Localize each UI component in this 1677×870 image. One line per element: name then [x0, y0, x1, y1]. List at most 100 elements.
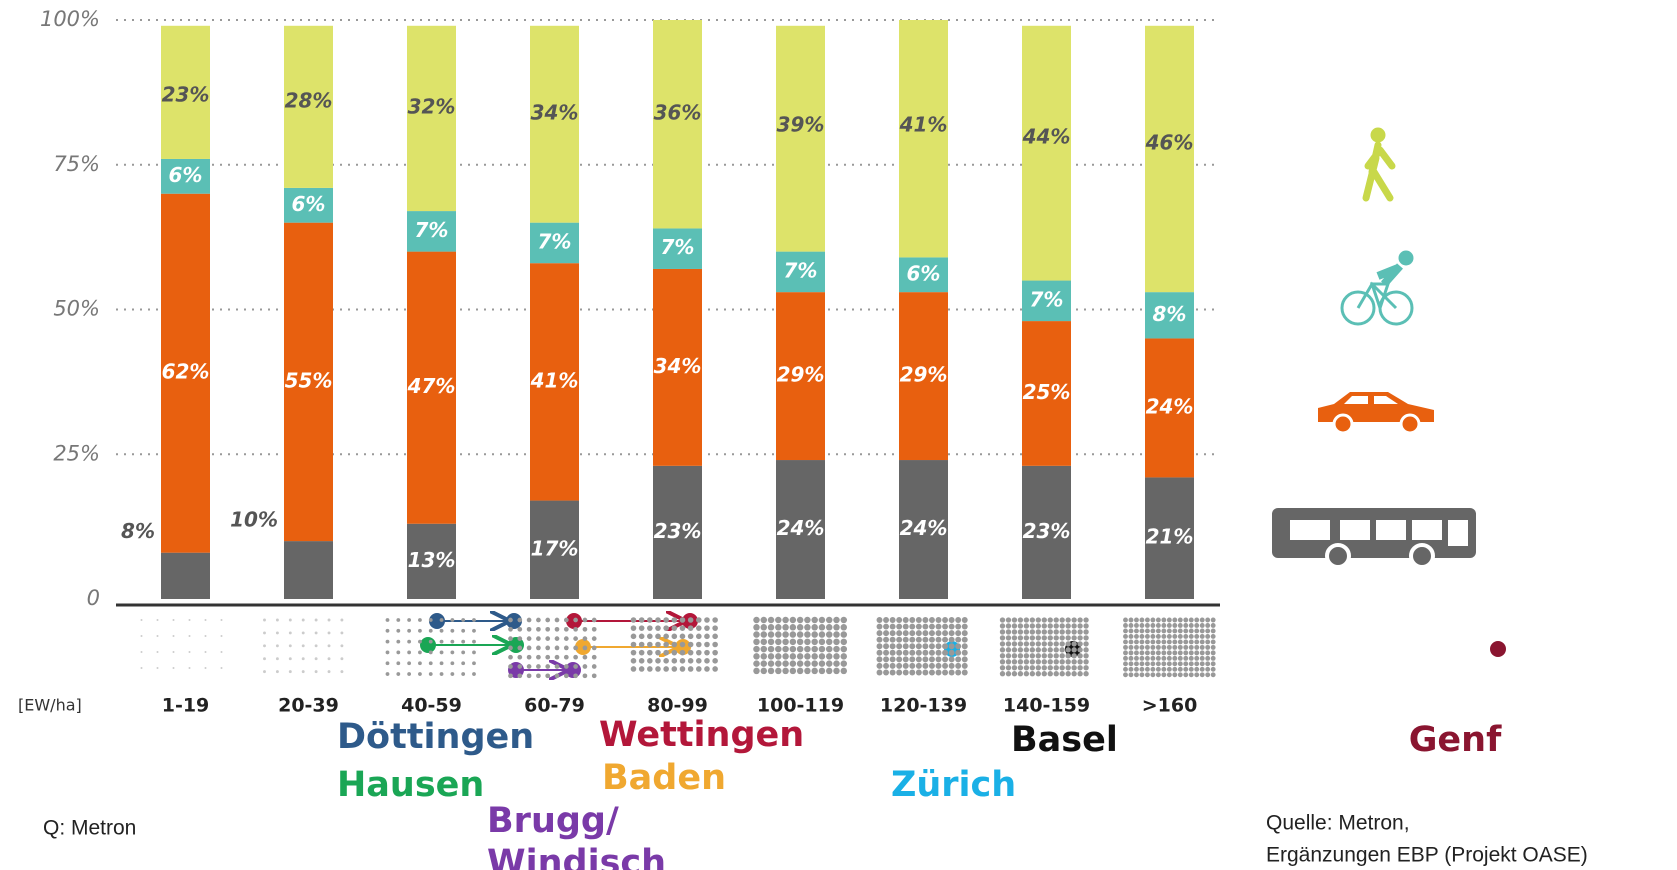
density-dot	[407, 672, 412, 676]
density-dot	[1029, 647, 1036, 653]
density-dot	[554, 617, 560, 623]
density-dot	[340, 657, 344, 661]
density-dot	[263, 631, 266, 635]
density-dot	[1177, 655, 1183, 661]
bar-segment	[284, 25, 333, 188]
density-dot	[1035, 629, 1042, 635]
density-dot	[563, 654, 569, 660]
density-dot	[712, 649, 718, 656]
density-dot	[833, 653, 840, 660]
density-dot	[955, 643, 962, 650]
density-dot	[1134, 617, 1139, 623]
density-dot	[1177, 650, 1183, 656]
density-dot	[418, 639, 422, 644]
y-tick-label: 50%	[53, 297, 100, 321]
value-label: 47%	[407, 374, 456, 398]
density-dot	[663, 625, 669, 631]
city-dot	[420, 637, 436, 653]
density-dot	[1059, 641, 1065, 647]
density-dot	[1047, 653, 1053, 659]
density-dot	[889, 649, 896, 656]
value-label: 7%	[661, 235, 695, 259]
density-dot	[1172, 628, 1178, 634]
density-dot	[1134, 666, 1139, 672]
density-dot	[687, 617, 694, 623]
density-dot	[188, 651, 191, 653]
density-dot	[554, 664, 560, 669]
density-dot	[704, 617, 710, 623]
density-dot	[767, 645, 775, 653]
density-dot	[1144, 672, 1150, 678]
y-tick-label: 75%	[53, 152, 100, 176]
density-dot	[1205, 644, 1211, 650]
density-dot	[1059, 623, 1065, 629]
density-dot	[811, 667, 818, 675]
city-label: Wettingen	[599, 715, 804, 755]
density-dot	[1123, 617, 1128, 623]
density-dot	[889, 623, 896, 630]
density-dot	[1029, 635, 1036, 641]
density-dot	[687, 649, 694, 656]
density-dot	[704, 633, 710, 640]
density-dot	[1144, 650, 1150, 656]
x-tick-label: 1-19	[162, 695, 210, 717]
value-label: 55%	[285, 368, 333, 392]
value-label: 8%	[1153, 302, 1187, 326]
bar-segment	[776, 25, 825, 252]
density-dot	[1041, 635, 1047, 641]
density-dot	[1194, 666, 1200, 672]
density-dot	[573, 664, 578, 669]
density-dot	[883, 669, 890, 676]
density-dot	[948, 623, 955, 630]
density-dot	[1134, 661, 1139, 667]
density-dot	[999, 635, 1006, 641]
density-dot	[1172, 655, 1178, 661]
y-tick-label: 100%	[40, 7, 100, 31]
density-dot	[1134, 628, 1139, 634]
density-dot	[1071, 617, 1077, 623]
density-dot	[935, 662, 942, 669]
density-dot	[1047, 665, 1053, 671]
density-dot	[1150, 661, 1156, 667]
density-dot	[902, 623, 909, 630]
density-dot	[1199, 661, 1205, 667]
density-dot	[1083, 647, 1089, 653]
density-dot	[1123, 623, 1128, 628]
density-dot	[679, 633, 686, 640]
density-dot	[428, 618, 433, 622]
density-dot	[1166, 655, 1172, 661]
density-dot	[883, 643, 890, 650]
density-dot	[902, 669, 909, 676]
density-dot	[955, 656, 962, 663]
density-dot	[1047, 635, 1053, 641]
density-dot	[1183, 623, 1189, 628]
density-dot	[1029, 617, 1036, 623]
density-dot	[811, 660, 818, 667]
value-label: 29%	[777, 363, 825, 387]
density-dot	[902, 617, 909, 623]
bar-segment	[161, 25, 210, 159]
density-dot	[418, 618, 422, 622]
density-dot	[536, 617, 541, 623]
city-dot	[429, 613, 445, 629]
density-dot	[582, 617, 588, 623]
density-dot	[1172, 644, 1178, 650]
density-dot	[526, 673, 532, 679]
density-dot	[883, 630, 890, 637]
density-dot	[418, 672, 422, 676]
density-dot	[573, 626, 578, 632]
density-dot	[833, 631, 840, 638]
density-dot	[1177, 639, 1183, 645]
value-label: 23%	[162, 82, 210, 106]
density-dot	[461, 661, 466, 666]
density-dot	[554, 645, 560, 651]
density-dot	[545, 626, 551, 632]
source-right: Ergänzungen EBP (Projekt OASE)	[1266, 844, 1588, 867]
density-dot	[804, 667, 811, 675]
value-label: 46%	[1145, 130, 1194, 154]
density-dot	[1128, 633, 1134, 639]
density-dot	[1155, 650, 1161, 656]
density-dot	[1083, 671, 1089, 677]
bar-segment	[899, 20, 948, 258]
density-dot	[508, 645, 513, 651]
